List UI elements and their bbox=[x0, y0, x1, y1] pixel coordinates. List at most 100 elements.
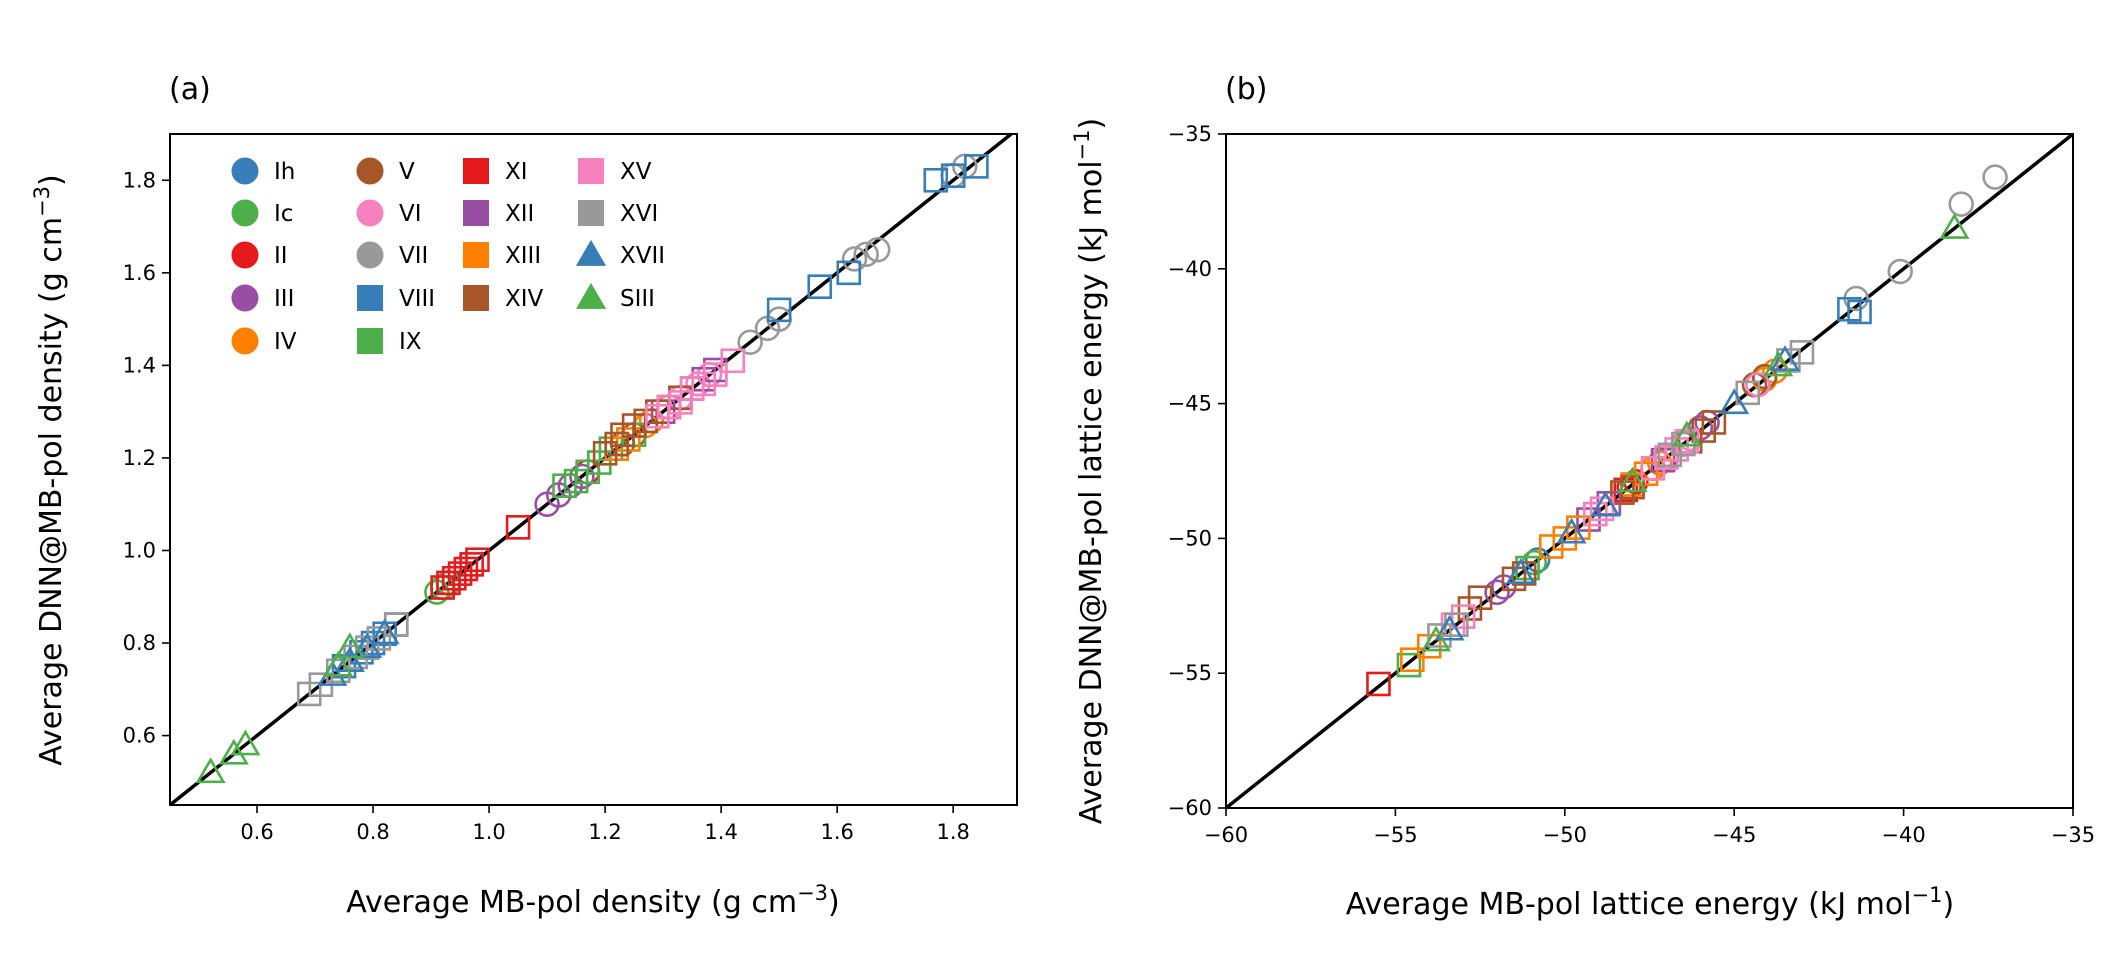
x-tick-label: −50 bbox=[1543, 823, 1587, 847]
panel-b-label: (b) bbox=[1225, 72, 1267, 107]
y-tick-label: 1.8 bbox=[123, 168, 156, 192]
x-tick-label: −60 bbox=[1204, 823, 1248, 847]
legend-item-ii: II bbox=[231, 241, 288, 269]
y-tick-label: −55 bbox=[1168, 661, 1212, 685]
legend-marker-xii bbox=[463, 200, 489, 226]
data-point-xv bbox=[703, 362, 728, 387]
x-tick-label: −40 bbox=[1881, 823, 1925, 847]
panel-b-y-ticks: −60 −55 −50 −45 −40 −35 bbox=[1168, 122, 1226, 820]
data-point-siii bbox=[1421, 625, 1452, 652]
y-tick-label: −45 bbox=[1168, 392, 1212, 416]
data-point-xvi bbox=[1789, 340, 1815, 365]
legend-item-xiii: XIII bbox=[463, 242, 541, 269]
data-point-iii bbox=[1484, 579, 1510, 606]
legend-label: IX bbox=[399, 329, 422, 355]
legend-label: XII bbox=[505, 201, 534, 227]
legend-item-xii: XII bbox=[463, 200, 534, 227]
panel-b-y-axis-label: Average DNN@MB-pol lattice energy (kJ mo… bbox=[1070, 118, 1109, 824]
legend-item-ix: IX bbox=[357, 328, 422, 355]
x-tick-label: −55 bbox=[1373, 823, 1417, 847]
x-tick-label: −45 bbox=[1712, 823, 1756, 847]
legend-marker-iii bbox=[231, 284, 259, 312]
legend-marker-v bbox=[356, 157, 384, 185]
data-point-xvii bbox=[1719, 388, 1750, 415]
legend-label: VII bbox=[399, 243, 428, 269]
data-point-siii bbox=[334, 632, 365, 659]
y-tick-label: 1.4 bbox=[123, 353, 156, 377]
legend-marker-siii bbox=[575, 282, 607, 309]
data-point-xvii bbox=[352, 632, 383, 659]
data-point-xiii bbox=[1538, 534, 1564, 559]
y-tick-label: 0.6 bbox=[123, 724, 156, 748]
legend-marker-ih bbox=[231, 157, 259, 185]
legend-label: V bbox=[399, 159, 415, 185]
panel-a: (a) 0.6 0.8 1.0 1.2 1.4 1.6 1.8 0.6 0.8 1.0 1.2 1.… bbox=[30, 72, 1018, 920]
legend-item-xvii: XVII bbox=[575, 239, 665, 269]
x-tick-label: 1.2 bbox=[588, 820, 621, 844]
legend-label: IV bbox=[274, 329, 297, 355]
legend-item-viii: VIII bbox=[357, 285, 435, 312]
legend-item-vi: VI bbox=[356, 199, 422, 227]
legend-item-xi: XI bbox=[463, 158, 528, 185]
data-point-viii bbox=[807, 274, 833, 300]
legend-label: XI bbox=[505, 159, 528, 185]
legend-label: II bbox=[274, 243, 288, 269]
data-point-xv bbox=[720, 348, 746, 374]
legend-label: XVI bbox=[620, 201, 658, 227]
data-point-siii bbox=[1617, 466, 1648, 493]
legend-label: VIII bbox=[399, 286, 435, 312]
data-point-xiv bbox=[1701, 410, 1727, 435]
x-tick-label: 1.8 bbox=[936, 820, 969, 844]
legend-item-v: V bbox=[356, 157, 415, 185]
legend-label: SIII bbox=[620, 286, 655, 312]
legend-item-iv: IV bbox=[231, 327, 297, 355]
x-tick-label: −35 bbox=[2051, 823, 2095, 847]
legend-label: XVII bbox=[620, 243, 665, 269]
data-point-xi bbox=[459, 552, 484, 577]
legend-item-xv: XV bbox=[578, 158, 652, 185]
legend-label: III bbox=[274, 286, 294, 312]
data-point-viii bbox=[923, 167, 949, 193]
panel-b-points bbox=[1366, 164, 2008, 697]
data-point-xvii bbox=[1556, 517, 1587, 544]
legend-label: XIII bbox=[505, 243, 541, 269]
data-point-xi bbox=[465, 547, 490, 573]
y-tick-label: 0.8 bbox=[123, 631, 156, 655]
legend-marker-vi bbox=[356, 199, 384, 227]
data-point-vii bbox=[1948, 191, 1974, 217]
legend-marker-iv bbox=[231, 327, 259, 355]
data-point-vii bbox=[737, 329, 763, 355]
data-point-vii bbox=[853, 241, 879, 268]
data-point-xi bbox=[505, 515, 531, 540]
x-tick-label: 0.8 bbox=[356, 820, 389, 844]
data-point-xvii bbox=[1505, 558, 1536, 584]
legend-item-vii: VII bbox=[356, 241, 428, 269]
legend-marker-ic bbox=[231, 199, 259, 227]
data-point-siii bbox=[230, 729, 261, 756]
data-point-vii bbox=[865, 236, 891, 263]
panel-b-diagonal bbox=[1224, 132, 2075, 810]
data-point-xvii bbox=[334, 646, 365, 673]
y-tick-label: −35 bbox=[1168, 122, 1212, 146]
data-point-xiv bbox=[604, 431, 630, 457]
legend-marker-ii bbox=[231, 241, 259, 269]
legend-label: Ih bbox=[274, 159, 295, 185]
data-point-viii bbox=[836, 260, 862, 286]
panel-b-x-axis-label: Average MB-pol lattice energy (kJ mol−1) bbox=[1346, 883, 1954, 922]
data-point-siii bbox=[1671, 420, 1702, 447]
legend-label: XV bbox=[620, 159, 652, 185]
y-tick-label: −60 bbox=[1168, 796, 1212, 820]
legend-item-xvi: XVI bbox=[578, 200, 658, 227]
x-tick-label: 0.6 bbox=[240, 820, 273, 844]
data-point-iii bbox=[569, 463, 595, 490]
legend-marker-ix bbox=[357, 328, 383, 354]
y-tick-label: −50 bbox=[1168, 526, 1212, 550]
panel-a-y-ticks: 0.6 0.8 1.0 1.2 1.4 1.6 1.8 bbox=[123, 168, 170, 748]
panel-a-label: (a) bbox=[169, 72, 211, 107]
x-tick-label: 1.0 bbox=[472, 820, 505, 844]
x-tick-label: 1.4 bbox=[704, 820, 737, 844]
legend-item-siii: SIII bbox=[575, 282, 655, 312]
panel-a-x-ticks: 0.6 0.8 1.0 1.2 1.4 1.6 1.8 bbox=[240, 805, 970, 844]
panel-a-points bbox=[195, 153, 989, 784]
data-point-xvii bbox=[369, 618, 400, 645]
